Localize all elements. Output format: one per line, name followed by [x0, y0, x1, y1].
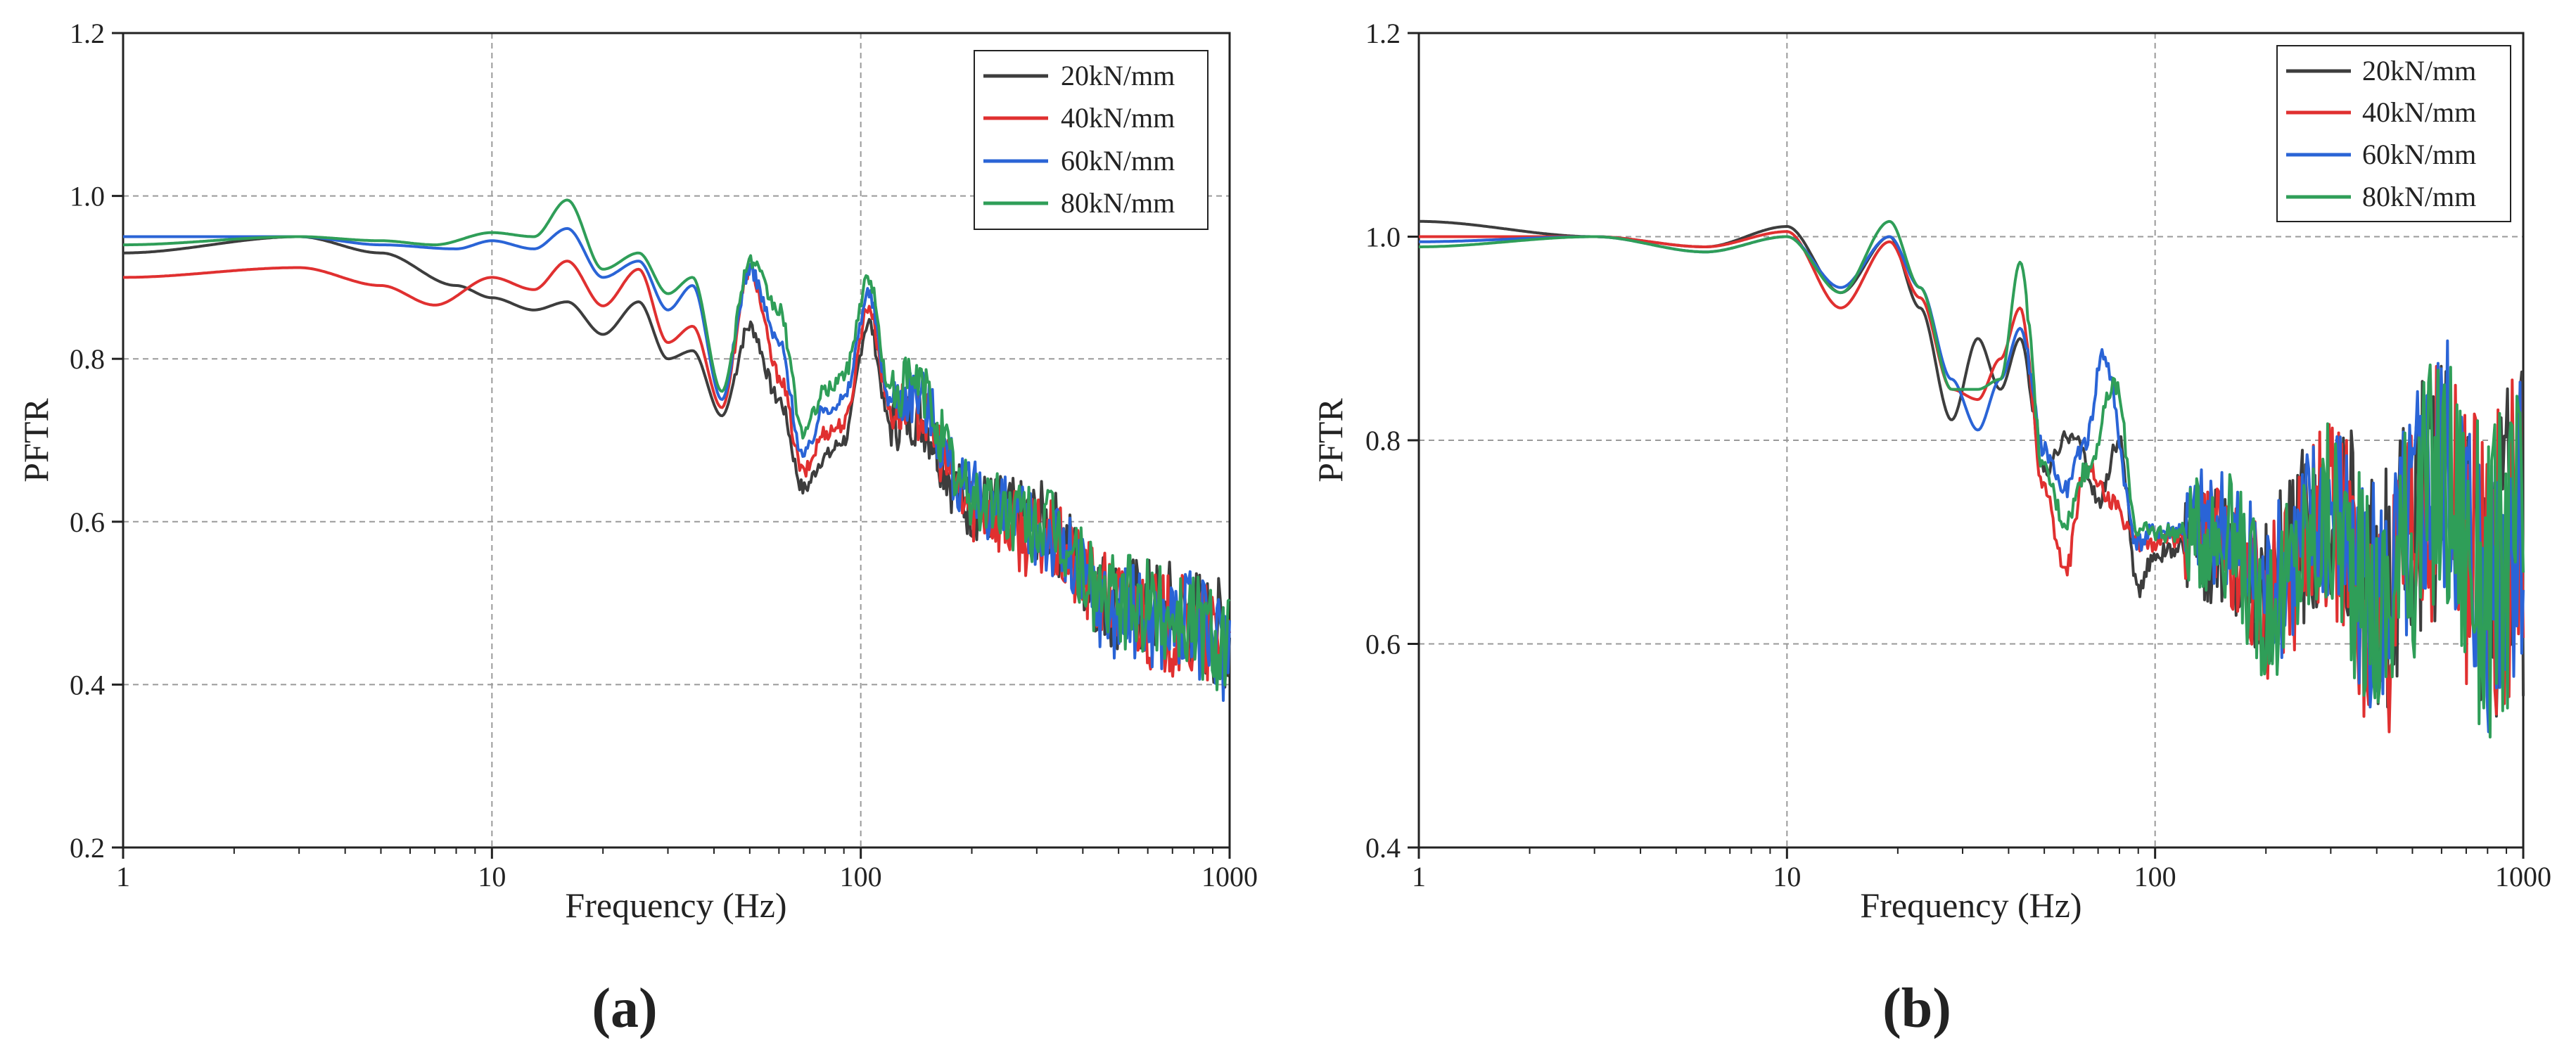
chart-b-series-group — [1419, 219, 2525, 738]
chart-b-xlabel: Frequency (Hz) — [1860, 885, 2081, 925]
chart-b-xtick-label-3: 1000 — [2495, 861, 2551, 893]
chart-b-ytick-label-0: 0.4 — [1365, 832, 1401, 864]
chart-b-legend: 20kN/mm 40kN/mm 60kN/mm 80kN/mm — [2276, 45, 2511, 222]
chart-a-ylabel: PFTR — [16, 398, 56, 482]
chart-b-xtick-label-2: 100 — [2134, 861, 2176, 893]
chart-a-plot-frame — [122, 32, 1231, 849]
chart-a-legend-label-3: 60kN/mm — [1061, 145, 1175, 177]
chart-a-ytick-label-3: 0.8 — [70, 343, 105, 375]
chart-a-ytick-label-4: 1.0 — [70, 181, 105, 212]
chart-a-legend-label-4: 80kN/mm — [1061, 187, 1175, 219]
chart-b-ticks: 1 10 100 1000 0.4 0.6 0.8 1.0 1.2 — [1365, 18, 2551, 893]
chart-b-legend-label-1: 20kN/mm — [2362, 55, 2476, 87]
chart-b-ylabel: PFTR — [1311, 398, 1350, 482]
chart-a-series-group — [123, 198, 1231, 702]
chart-b-legend-label-4: 80kN/mm — [2362, 181, 2476, 212]
chart-panel-a: 1 10 100 1000 0.2 0.4 0.6 0.8 1.0 1.2 20kN/mm 40k… — [16, 18, 1258, 1039]
chart-a-ytick-label-2: 0.6 — [70, 506, 105, 538]
chart-a-xtick-label-2: 100 — [840, 861, 882, 893]
chart-a-panel-label: (a) — [592, 978, 657, 1039]
chart-b-legend-label-3: 60kN/mm — [2362, 139, 2476, 170]
chart-b-xtick-label-1: 10 — [1773, 861, 1801, 893]
chart-a-series-line-2 — [123, 226, 1231, 702]
chart-panel-b: 1 10 100 1000 0.4 0.6 0.8 1.0 1.2 20kN/mm 40kN/m… — [1311, 18, 2551, 1039]
chart-a-legend-label-1: 20kN/mm — [1061, 60, 1175, 91]
chart-b-series-line-3 — [1419, 219, 2525, 738]
chart-b-legend-label-2: 40kN/mm — [2362, 96, 2476, 128]
chart-a-grid — [123, 33, 1230, 847]
chart-a-xtick-label-3: 1000 — [1201, 861, 1258, 893]
chart-b-ytick-label-4: 1.2 — [1365, 18, 1401, 49]
chart-a-ytick-label-0: 0.2 — [70, 832, 105, 864]
chart-a-ytick-label-1: 0.4 — [70, 669, 105, 700]
chart-b-ytick-label-1: 0.6 — [1365, 629, 1401, 660]
chart-b-legend-box — [2276, 45, 2511, 222]
chart-b-ytick-label-2: 0.8 — [1365, 425, 1401, 456]
chart-b-series-line-2 — [1419, 235, 2525, 734]
chart-a-legend-box — [974, 50, 1209, 230]
chart-b-ytick-label-3: 1.0 — [1365, 222, 1401, 253]
chart-b-xtick-label-0: 1 — [1412, 861, 1426, 893]
chart-a-series-line-3 — [123, 198, 1231, 691]
chart-a-series-line-1 — [123, 260, 1231, 682]
chart-a-xtick-label-0: 1 — [116, 861, 130, 893]
chart-a-legend: 20kN/mm 40kN/mm 60kN/mm 80kN/mm — [974, 50, 1209, 230]
chart-a-ticks: 1 10 100 1000 0.2 0.4 0.6 0.8 1.0 1.2 — [70, 18, 1258, 893]
chart-b-panel-label: (b) — [1882, 978, 1951, 1039]
chart-a-legend-label-2: 40kN/mm — [1061, 102, 1175, 134]
chart-a-ytick-label-5: 1.2 — [70, 18, 105, 49]
chart-a-xtick-label-1: 10 — [478, 861, 506, 893]
chart-a-xlabel: Frequency (Hz) — [565, 885, 786, 925]
